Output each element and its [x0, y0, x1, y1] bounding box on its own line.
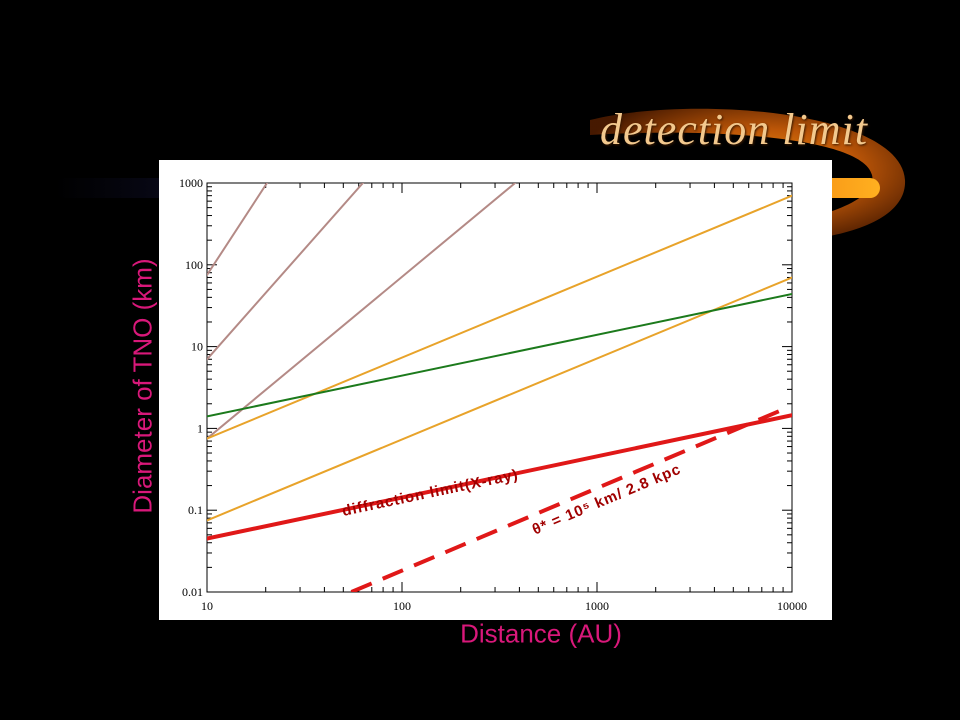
- chart-background: [159, 160, 832, 620]
- series-line-2: [207, 183, 364, 361]
- y-tick-label: 0.1: [188, 503, 203, 517]
- y-tick-label: 10: [191, 340, 203, 354]
- y-tick-label: 1000: [179, 176, 203, 190]
- tick-labels: 10 100 1000 10000 0.01 0.1 1 10 100 1000: [179, 176, 807, 613]
- y-tick-label: 0.01: [182, 585, 203, 599]
- x-tick-label: 100: [393, 599, 411, 613]
- series-line-4: [207, 194, 792, 440]
- y-tick-label: 100: [185, 258, 203, 272]
- slide-title: detection limit: [600, 105, 868, 154]
- x-axis-label: Distance (AU): [460, 618, 622, 649]
- series-line-6: [207, 293, 792, 418]
- x-tick-label: 10000: [777, 599, 807, 613]
- series-layer: [207, 183, 792, 592]
- y-tick-label: 1: [197, 421, 203, 435]
- x-tick-label: 1000: [585, 599, 609, 613]
- plot-frame: [206, 182, 793, 593]
- series-line-3: [207, 183, 517, 440]
- series-line-8: [350, 407, 784, 592]
- decorative-swoosh: [590, 108, 906, 243]
- series-line-7: [207, 413, 792, 541]
- series-line-1: [207, 183, 268, 276]
- x-tick-label: 10: [201, 599, 213, 613]
- y-axis-label: Diameter of TNO (km): [127, 258, 158, 514]
- axis-ticks: [206, 182, 793, 593]
- series-line-5: [207, 276, 792, 522]
